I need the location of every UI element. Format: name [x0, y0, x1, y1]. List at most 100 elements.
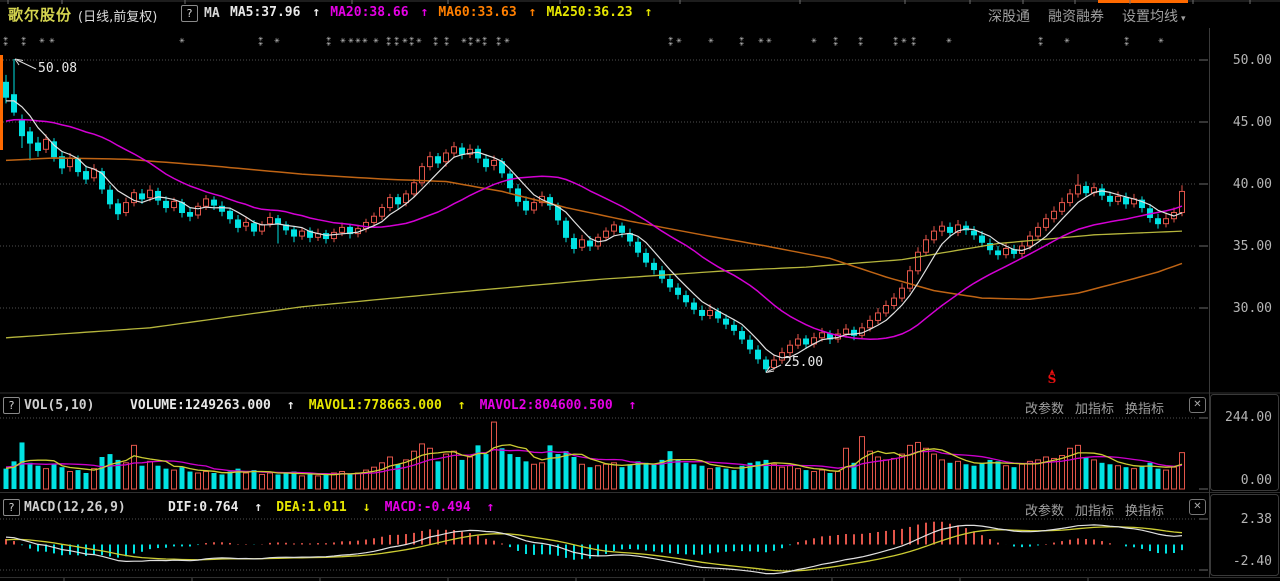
- dea-value: DEA:1.011: [276, 500, 347, 515]
- dif-value: DIF:0.764: [168, 500, 239, 515]
- event-marker-icon: ✳: [39, 37, 45, 45]
- event-marker-icon: ✳: [402, 37, 408, 45]
- macd-help-icon[interactable]: ?: [3, 499, 20, 516]
- event-marker-icon: ✳ ✳: [668, 36, 674, 48]
- event-marker-icon: ✳: [1158, 37, 1164, 45]
- event-marker-icon: ✳: [504, 37, 510, 45]
- left-accent-bar: [0, 55, 3, 150]
- macd-menu-change-params[interactable]: 改参数: [1025, 504, 1065, 519]
- event-marker-icon: ✳: [179, 37, 185, 45]
- event-marker-icon: ✳ ✳: [21, 36, 27, 48]
- ma-values: MA5:37.96 ↑ MA20:38.66 ↑ MA60:33.63 ↑ MA250…: [230, 5, 652, 20]
- event-marker-icon: ✳ ✳: [911, 36, 917, 48]
- event-marker-icon: ✳: [475, 37, 481, 45]
- ma5-value: MA5:37.96: [230, 5, 301, 20]
- ma250-value: MA250:36.23: [546, 5, 633, 20]
- ma5-up-arrow-icon: ↑: [312, 5, 321, 20]
- event-marker-icon: ✳: [348, 37, 354, 45]
- event-marker-icon: ✳: [946, 37, 952, 45]
- event-marker-icon: ✳ ✳: [482, 36, 488, 48]
- macd-menu-add-indicator[interactable]: 加指标: [1075, 504, 1115, 519]
- dea-down-arrow-icon: ↓: [362, 500, 371, 515]
- stock-name: 歌尔股份: [8, 6, 73, 24]
- period-label: (日线,前复权): [78, 10, 158, 25]
- high-annotation-label: 50.08: [38, 61, 78, 76]
- vol-menu-add-indicator[interactable]: 加指标: [1075, 402, 1115, 417]
- candles-group: [3, 59, 1185, 373]
- volume-gridlines: [0, 417, 1208, 490]
- price-axis-label-45: 45.00: [1232, 115, 1272, 130]
- macd-histogram-group: [5, 521, 1183, 560]
- volume-up-arrow-icon: ↑: [286, 398, 295, 413]
- event-marker-icon: ✳ ✳: [433, 36, 439, 48]
- macd-dea-line: [5, 526, 1183, 572]
- menu-item-shengutong[interactable]: 深股通: [988, 9, 1030, 25]
- event-marker-icon: ✳: [416, 37, 422, 45]
- event-marker-icon: ✳ ✳: [468, 36, 474, 48]
- event-marker-icon: ✳: [355, 37, 361, 45]
- event-marker-icon: ✳ ✳: [394, 36, 400, 48]
- mavol1-line: [5, 444, 1183, 476]
- volume-value: VOLUME:1249263.000: [130, 398, 271, 413]
- vol-menu-switch-indicator[interactable]: 换指标: [1125, 402, 1165, 417]
- vol-indicator-label: VOL(5,10): [24, 398, 95, 413]
- event-marker-icon: ✳ ✳: [893, 36, 899, 48]
- ma-group-label: MA: [204, 6, 220, 21]
- event-marker-icon: ✳ ✳: [386, 36, 392, 48]
- price-axis-label-40: 40.00: [1232, 177, 1272, 192]
- price-axis-label-35: 35.00: [1232, 239, 1272, 254]
- sell-letter: S: [1047, 372, 1057, 386]
- macd-up-arrow-icon: ↑: [486, 500, 495, 515]
- event-marker-icon: ✳: [373, 37, 379, 45]
- macd-value: MACD:-0.494: [384, 500, 471, 515]
- help-icon[interactable]: ?: [181, 5, 198, 22]
- sell-triangle-icon: ▲: [1049, 368, 1055, 375]
- event-marker-icon: ✳: [708, 37, 714, 45]
- ma20-value: MA20:38.66: [330, 5, 409, 20]
- macd-menu-switch-indicator[interactable]: 换指标: [1125, 504, 1165, 519]
- vol-values: VOLUME:1249263.000 ↑ MAVOL1:778663.000 ↑ M…: [130, 398, 637, 413]
- macd-pane-menu: 改参数 加指标 换指标: [1025, 500, 1164, 519]
- event-marker-icon: ✳: [461, 37, 467, 45]
- header-menu: 深股通 融资融券 设置均线 ▾: [988, 6, 1186, 26]
- vol-close-icon[interactable]: ✕: [1189, 397, 1206, 413]
- menu-item-shezhijunxian[interactable]: 设置均线 ▾: [1122, 9, 1186, 25]
- macd-indicator-label: MACD(12,26,9): [24, 500, 126, 515]
- event-marker-icon: ✳: [274, 37, 280, 45]
- ma5-line: [6, 100, 1183, 359]
- low-annotation-label: 25.00: [784, 355, 824, 370]
- event-marker-icon: ✳: [49, 37, 55, 45]
- main-gridlines: [0, 59, 1208, 309]
- macd-values: DIF:0.764 ↑ DEA:1.011 ↓ MACD:-0.494 ↑: [168, 500, 494, 515]
- mavol1-value: MAVOL1:778663.000: [308, 398, 442, 413]
- chevron-down-icon: ▾: [1181, 14, 1186, 24]
- vol-axis-label-max: 244.00: [1225, 410, 1272, 425]
- ma20-line: [5, 118, 1183, 340]
- ma250-line: [5, 230, 1183, 339]
- macd-dif-line: [5, 524, 1183, 575]
- event-marker-icon: ✳ ✳: [496, 36, 502, 48]
- event-marker-icon: ✳ ✳: [409, 36, 415, 48]
- ma60-line: [5, 157, 1183, 301]
- vol-axis-label-zero: 0.00: [1240, 473, 1272, 488]
- macd-close-icon[interactable]: ✕: [1189, 499, 1206, 515]
- event-marker-icon: ✳ ✳: [444, 36, 450, 48]
- ma60-up-arrow-icon: ↑: [528, 5, 537, 20]
- macd-axis-label-max: 2.38: [1240, 512, 1272, 527]
- event-marker-icon: ✳ ✳: [1038, 36, 1044, 48]
- event-marker-icon: ✳ ✳: [833, 36, 839, 48]
- vol-help-icon[interactable]: ?: [3, 397, 20, 414]
- event-marker-icon: ✳ ✳: [258, 36, 264, 48]
- macd-axis-label-min: -2.40: [1232, 554, 1272, 569]
- vol-pane-menu: 改参数 加指标 换指标: [1025, 398, 1164, 417]
- event-marker-icon: ✳: [340, 37, 346, 45]
- volume-bars-group: [3, 421, 1185, 490]
- event-marker-icon: ✳: [1064, 37, 1070, 45]
- vol-menu-change-params[interactable]: 改参数: [1025, 402, 1065, 417]
- ma250-up-arrow-icon: ↑: [644, 5, 653, 20]
- event-marker-icon: ✳ ✳: [858, 36, 864, 48]
- menu-item-rongzirongquan[interactable]: 融资融券: [1048, 9, 1104, 25]
